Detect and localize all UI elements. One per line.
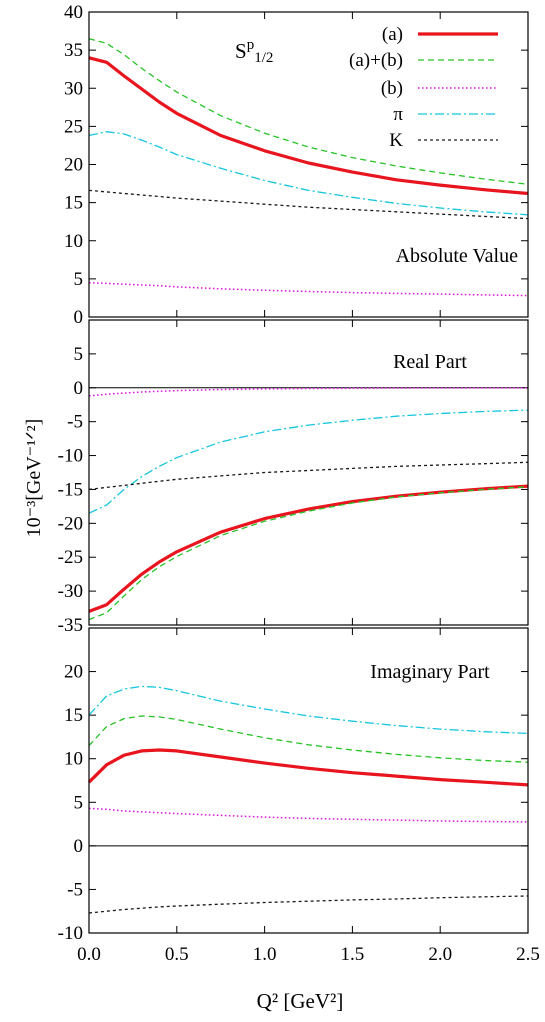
y-tick-label: 0 xyxy=(74,307,84,328)
y-tick-label: -10 xyxy=(58,923,83,944)
y-tick-label: 0 xyxy=(74,836,84,857)
legend-label: (a)+(b) xyxy=(349,50,403,71)
x-axis-label: Q² [GeV²] xyxy=(257,989,344,1013)
y-tick-label: -30 xyxy=(58,581,83,602)
plot-frame xyxy=(88,627,529,934)
series-line xyxy=(88,484,529,613)
y-tick-label: 25 xyxy=(64,116,83,137)
series-line xyxy=(88,189,529,220)
series-line xyxy=(88,38,529,185)
series-line xyxy=(88,486,529,621)
series-line xyxy=(87,748,529,787)
y-tick-label: -25 xyxy=(58,547,83,568)
series-line xyxy=(88,131,529,216)
legend-label: (b) xyxy=(381,78,403,99)
y-tick-label: 5 xyxy=(74,344,84,365)
legend: (a) (a)+(b) (b) πK xyxy=(349,24,498,151)
plot-frame xyxy=(88,319,529,626)
series-line xyxy=(88,409,529,514)
series-line xyxy=(88,56,529,196)
y-tick-label: 20 xyxy=(64,155,83,176)
legend-label: (a) xyxy=(382,24,403,45)
series-line xyxy=(88,715,529,763)
legend-label: π xyxy=(393,104,403,125)
panel-title: Sp1/2 xyxy=(235,37,273,66)
x-tick-label: 1.0 xyxy=(253,944,277,965)
y-tick-label: 5 xyxy=(74,792,84,813)
y-tick-label: 0 xyxy=(74,378,84,399)
y-tick-label: 40 xyxy=(64,2,83,23)
y-tick-label: 15 xyxy=(64,193,83,214)
y-tick-label: 35 xyxy=(64,40,83,61)
panel-annotation: Absolute Value xyxy=(396,245,519,267)
y-tick-label: -15 xyxy=(58,479,83,500)
panel-3: -10 -5 0 5 10 15 20 0.0 0.5 1.0 1.5 2.0 2.5 Imaginary… xyxy=(58,627,540,965)
y-tick-label: -35 xyxy=(58,615,83,636)
y-tick-label: 10 xyxy=(64,231,83,252)
x-tick-label: 0.5 xyxy=(165,944,189,965)
y-tick-label: -20 xyxy=(58,513,83,534)
series-line xyxy=(88,461,529,491)
plot-frame xyxy=(88,11,529,318)
y-tick-label: -5 xyxy=(67,879,83,900)
x-tick-label: 2.0 xyxy=(428,944,452,965)
series-line xyxy=(88,685,529,735)
y-axis-label: 10⁻³[GeV⁻¹ᐟ²] xyxy=(23,419,45,538)
y-tick-label: 20 xyxy=(64,662,83,683)
panel-2: -35 -30 -25 -20 -15 -10 -5 0 5 Real Part xyxy=(58,319,529,636)
x-tick-label: 2.5 xyxy=(516,944,540,965)
y-tick-label: 15 xyxy=(64,705,83,726)
y-tick-label: -5 xyxy=(67,412,83,433)
panel-annotation: Real Part xyxy=(393,351,467,373)
y-tick-label: 10 xyxy=(64,749,83,770)
x-tick-label: 1.5 xyxy=(341,944,365,965)
series-line xyxy=(88,281,529,297)
series-line xyxy=(88,895,529,914)
series-line xyxy=(88,387,529,397)
y-tick-label: 5 xyxy=(74,269,84,290)
x-tick-label: 0.0 xyxy=(77,944,101,965)
legend-label: K xyxy=(389,130,403,151)
panel-annotation: Imaginary Part xyxy=(370,661,490,683)
y-tick-label: -10 xyxy=(58,446,83,467)
series-line xyxy=(88,807,529,823)
y-tick-label: 30 xyxy=(64,78,83,99)
